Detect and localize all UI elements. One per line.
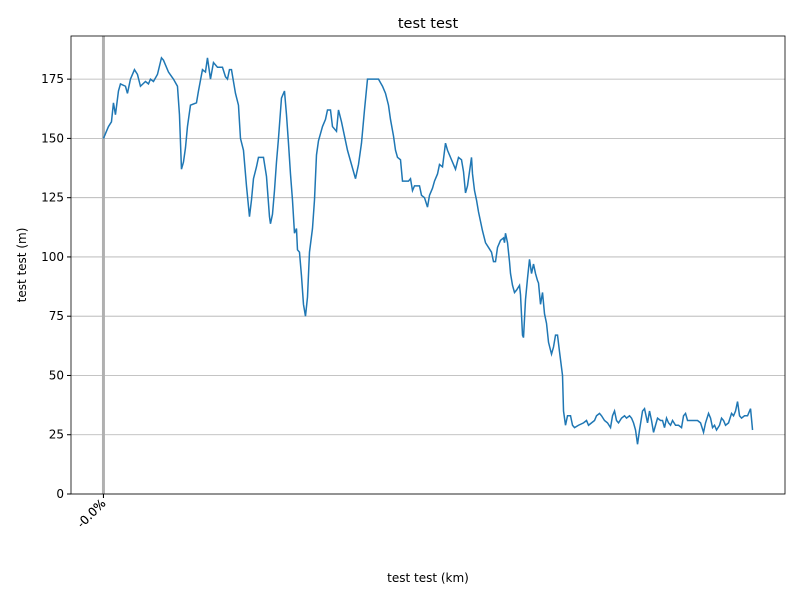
chart-title: test test <box>398 16 459 32</box>
y-tick-label: 75 <box>49 309 64 323</box>
y-tick-label: 50 <box>49 368 64 382</box>
plot-frame <box>70 35 786 495</box>
y-tick-label: 175 <box>41 72 64 86</box>
x-axis-label: test test (km) <box>387 571 469 585</box>
y-tick-label: 25 <box>49 428 64 442</box>
y-axis-label: test test (m) <box>15 228 29 303</box>
y-tick-label: 0 <box>56 487 64 501</box>
y-tick-label: 100 <box>41 250 64 264</box>
y-tick-label: 125 <box>41 191 64 205</box>
y-tick-label: 150 <box>41 131 64 145</box>
x-tick-label: 0.0% <box>77 496 108 527</box>
data-line <box>102 56 754 445</box>
